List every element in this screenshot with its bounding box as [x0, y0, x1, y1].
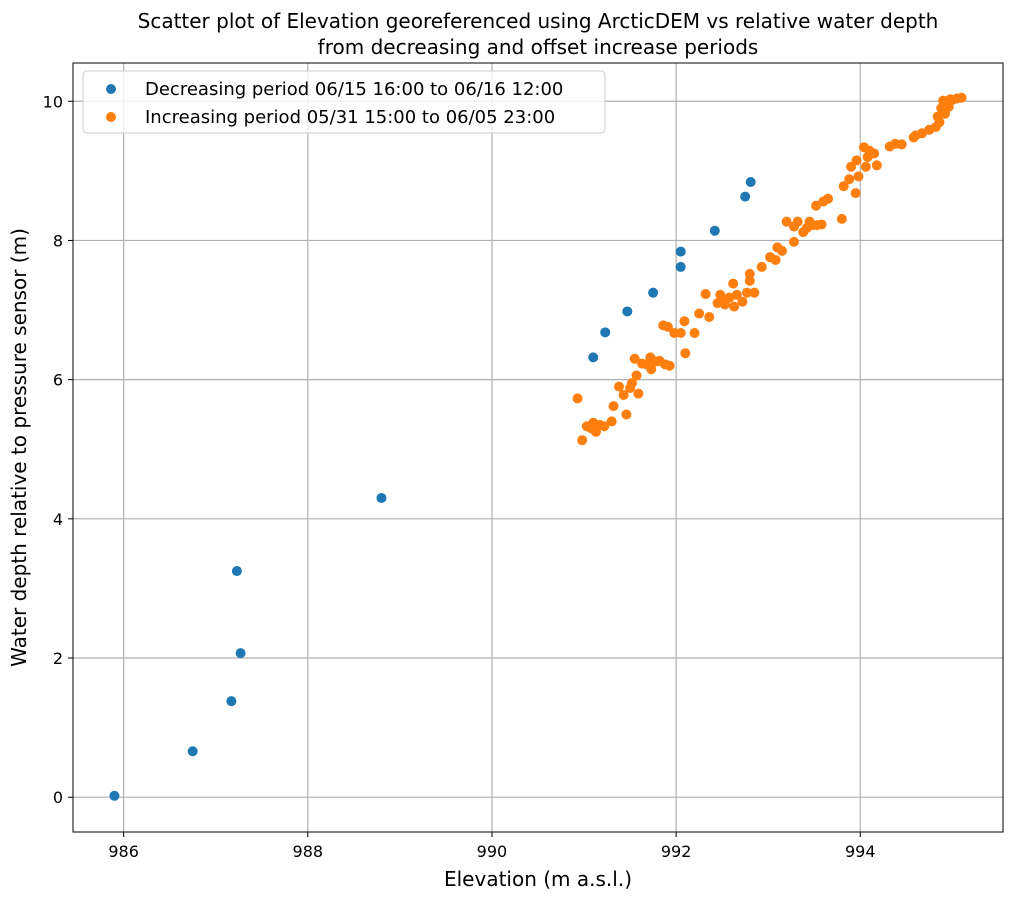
scatter-point [816, 219, 827, 230]
scatter-point [737, 296, 748, 307]
scatter-point [226, 696, 237, 707]
scatter-point [675, 261, 686, 272]
scatter-point [956, 92, 967, 103]
scatter-point [896, 139, 907, 150]
series-2-points [572, 92, 967, 446]
x-tick-label: 994 [845, 842, 876, 861]
scatter-point [689, 328, 700, 339]
scatter-point [577, 435, 588, 446]
scatter-point [869, 148, 880, 159]
scatter-point [853, 171, 864, 182]
y-tick-label: 10 [43, 92, 63, 111]
scatter-point [600, 327, 611, 338]
legend-box [82, 70, 606, 134]
scatter-point [680, 348, 691, 359]
y-tick-label: 4 [53, 510, 63, 529]
scatter-point [742, 287, 753, 298]
scatter-point [629, 353, 640, 364]
scatter-point [231, 566, 242, 577]
chart-title-line: from decreasing and offset increase peri… [318, 35, 759, 59]
chart-title-line: Scatter plot of Elevation georeferenced … [138, 9, 939, 33]
scatter-point [781, 216, 792, 227]
legend: Decreasing period 06/15 16:00 to 06/16 1… [82, 70, 606, 134]
scatter-point [838, 181, 849, 192]
scatter-point [704, 312, 715, 323]
y-tick-label: 0 [53, 788, 63, 807]
scatter-point [109, 790, 120, 801]
y-tick-label: 8 [53, 231, 63, 250]
scatter-point [621, 409, 632, 420]
scatter-point [756, 261, 767, 272]
scatter-point [631, 370, 642, 381]
chart-title: Scatter plot of Elevation georeferenced … [138, 9, 939, 59]
scatter-point [675, 246, 686, 257]
x-axis-label: Elevation (m a.s.l.) [444, 867, 632, 891]
scatter-point [744, 275, 755, 286]
scatter-point [728, 278, 739, 289]
scatter-point [694, 308, 705, 319]
legend-marker [106, 84, 116, 94]
scatter-point [633, 388, 644, 399]
scatter-point [648, 287, 659, 298]
y-axis-label: Water depth relative to pressure sensor … [7, 228, 31, 667]
scatter-point [731, 289, 742, 300]
scatter-point [823, 193, 834, 204]
plot-frame [72, 62, 1004, 833]
legend-label: Increasing period 05/31 15:00 to 06/05 2… [145, 107, 555, 128]
x-tick-label: 990 [477, 842, 508, 861]
scatter-point [836, 213, 847, 224]
scatter-point [871, 160, 882, 171]
scatter-point [850, 188, 861, 199]
x-axis-ticks: 986 988 990 992 994 [108, 832, 876, 861]
scatter-point [599, 421, 610, 432]
y-tick-label: 6 [53, 371, 63, 390]
legend-marker [106, 112, 116, 122]
scatter-point [622, 306, 633, 317]
scatter-point [729, 301, 740, 312]
scatter-point [376, 492, 387, 503]
scatter-point [662, 321, 673, 332]
scatter-point [614, 381, 625, 392]
scatter-point [860, 161, 871, 172]
scatter-point [606, 416, 617, 427]
scatter-point [811, 200, 822, 211]
scatter-point [844, 174, 855, 185]
scatter-point [646, 364, 657, 375]
scatter-point [788, 236, 799, 247]
scatter-point [572, 393, 583, 404]
scatter-point [745, 177, 756, 188]
scatter-point [740, 191, 751, 202]
scatter-point [675, 328, 686, 339]
x-tick-label: 992 [661, 842, 692, 861]
scatter-point [235, 648, 246, 659]
scatter-point [679, 316, 690, 327]
scatter-point [700, 289, 711, 300]
legend-label: Decreasing period 06/15 16:00 to 06/16 1… [145, 79, 563, 100]
scatter-point [664, 360, 675, 371]
scatter-point [851, 155, 862, 166]
scatter-point [588, 352, 599, 363]
scatter-point [187, 746, 198, 757]
scatter-point [749, 287, 760, 298]
scatter-point [777, 245, 788, 256]
scatter-point [934, 117, 945, 128]
scatter-point [770, 254, 781, 265]
y-tick-label: 2 [53, 649, 63, 668]
series-1-points [109, 177, 756, 801]
y-axis-ticks: 0 2 4 6 8 10 [43, 92, 73, 807]
x-tick-label: 986 [108, 842, 139, 861]
scatter-point [744, 268, 755, 279]
x-tick-label: 988 [293, 842, 324, 861]
data-points [109, 92, 967, 801]
scatter-point [618, 389, 629, 400]
scatter-point [709, 225, 720, 236]
scatter-point [792, 216, 803, 227]
scatter-point [626, 378, 637, 389]
scatter-point [608, 401, 619, 412]
